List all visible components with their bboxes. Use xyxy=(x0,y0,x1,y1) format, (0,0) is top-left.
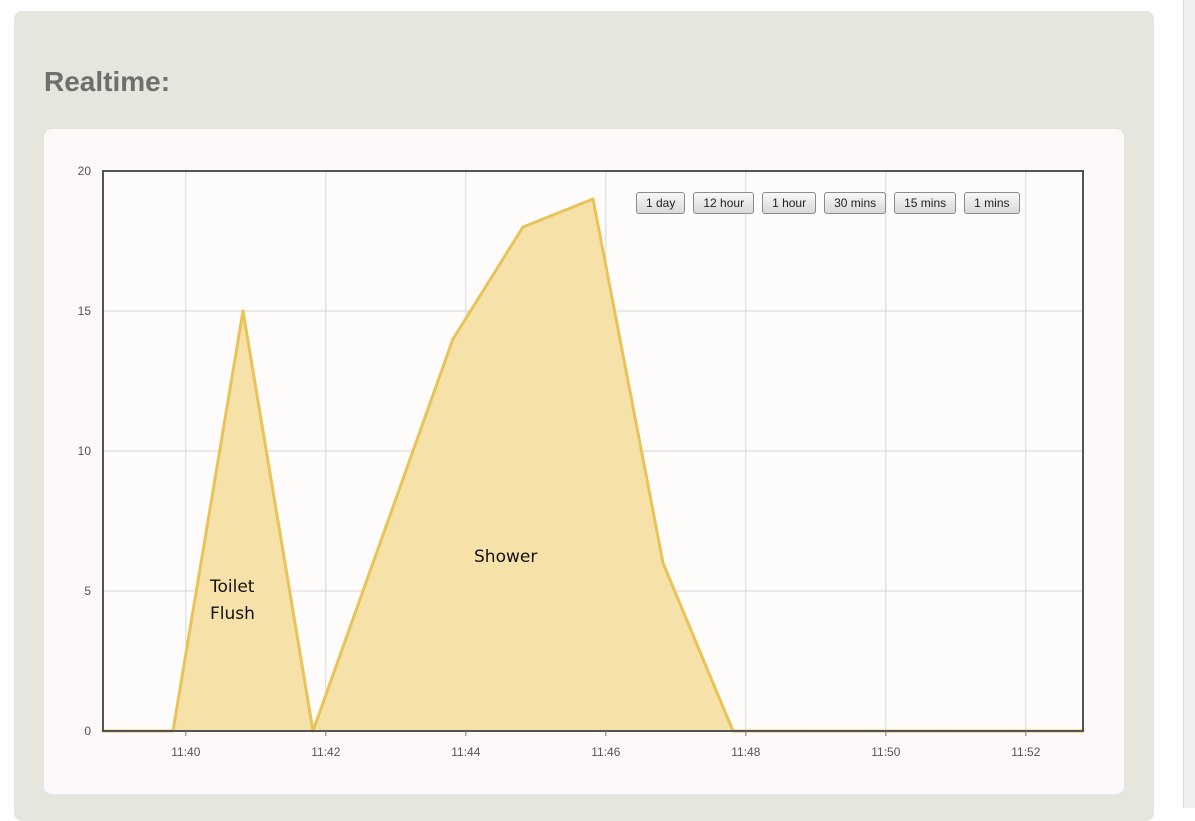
range-button-1-hour[interactable]: 1 hour xyxy=(762,192,817,214)
y-tick-label: 20 xyxy=(78,164,92,178)
x-tick-label: 11:44 xyxy=(451,745,480,759)
y-tick-label: 5 xyxy=(84,584,91,598)
x-tick-label: 11:46 xyxy=(591,745,620,759)
usage-area-fill xyxy=(103,199,1083,731)
plot-frame xyxy=(102,170,1084,732)
range-button-1-day[interactable]: 1 day xyxy=(636,192,686,214)
annotation-toilet-flush: Toilet Flush xyxy=(210,577,255,624)
range-button-30-mins[interactable]: 30 mins xyxy=(824,192,887,214)
y-tick-label: 0 xyxy=(84,724,91,738)
range-button-15-mins[interactable]: 15 mins xyxy=(894,192,957,214)
range-button-12-hour[interactable]: 12 hour xyxy=(693,192,755,214)
x-tick-label: 11:42 xyxy=(311,745,340,759)
range-button-1-mins[interactable]: 1 mins xyxy=(964,192,1020,214)
vertical-scrollbar[interactable] xyxy=(1183,0,1195,808)
data-point xyxy=(381,533,385,537)
data-point xyxy=(451,337,455,341)
data-point xyxy=(241,309,245,313)
x-tick-label: 11:40 xyxy=(171,745,200,759)
x-tick-label: 11:52 xyxy=(1011,745,1040,759)
data-point xyxy=(591,197,595,201)
annotation-shower: Shower xyxy=(474,547,538,567)
x-tick-label: 11:50 xyxy=(871,745,900,759)
data-point xyxy=(521,225,525,229)
page-title: Realtime: xyxy=(44,66,171,97)
y-tick-label: 10 xyxy=(78,444,92,458)
data-point xyxy=(661,561,665,565)
x-tick-label: 11:48 xyxy=(731,745,760,759)
range-button-group: 1 day 12 hour 1 hour 30 mins 15 mins 1 mins xyxy=(636,192,1020,214)
y-tick-label: 15 xyxy=(78,304,92,318)
